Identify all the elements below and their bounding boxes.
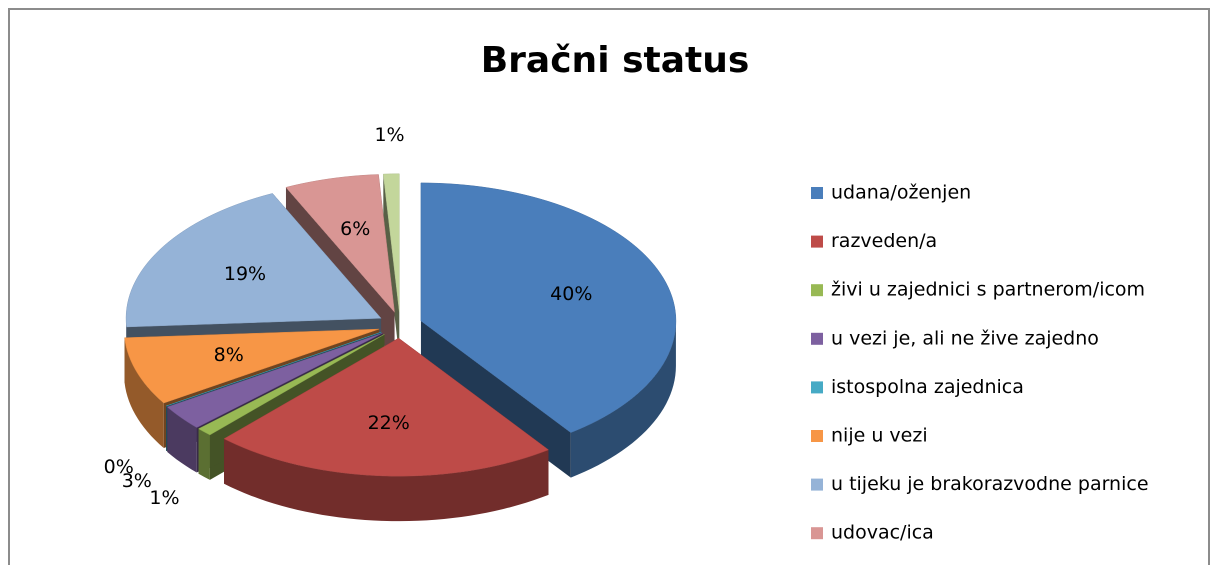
data-label: 6% bbox=[340, 218, 370, 240]
legend-swatch bbox=[811, 332, 823, 345]
slice-wall bbox=[124, 337, 164, 449]
legend-swatch bbox=[811, 235, 823, 248]
legend-label: istospolna zajednica bbox=[831, 376, 1024, 398]
slice bbox=[124, 328, 380, 404]
data-label: 22% bbox=[368, 412, 410, 434]
data-label: 19% bbox=[224, 263, 266, 285]
legend-label: u tijeku je brakorazvodne parnice bbox=[831, 473, 1149, 495]
legend-label: u vezi je, ali ne žive zajedno bbox=[831, 327, 1099, 349]
legend-swatch bbox=[811, 430, 823, 442]
slice bbox=[285, 174, 395, 313]
data-label: 1% bbox=[374, 124, 404, 146]
slice bbox=[125, 193, 382, 328]
data-label: 8% bbox=[214, 344, 244, 366]
data-label: 1% bbox=[149, 487, 179, 509]
slice-side bbox=[383, 174, 400, 357]
legend-swatch bbox=[811, 478, 823, 491]
chart-title: Bračni status bbox=[481, 40, 750, 81]
legend-label: udovac/ica bbox=[831, 522, 934, 544]
legend-label: nije u vezi bbox=[831, 425, 928, 447]
legend-swatch bbox=[811, 527, 823, 540]
slice bbox=[198, 334, 385, 436]
slice-wall bbox=[224, 438, 549, 522]
slice bbox=[383, 173, 400, 312]
slice-wall bbox=[167, 407, 197, 473]
slice bbox=[166, 332, 383, 428]
legend-swatch bbox=[811, 187, 823, 199]
slice-wall bbox=[198, 428, 210, 480]
slice bbox=[420, 182, 677, 433]
slice bbox=[223, 337, 550, 477]
legend-label: razveden/a bbox=[831, 230, 937, 252]
data-label: 40% bbox=[550, 283, 592, 305]
legend-swatch bbox=[811, 381, 823, 394]
data-label: 0% bbox=[104, 456, 134, 478]
legend-swatch bbox=[811, 284, 823, 297]
data-label: 3% bbox=[122, 470, 152, 492]
legend-label: udana/oženjen bbox=[831, 182, 971, 204]
slice-wall bbox=[570, 320, 676, 478]
legend-label: živi u zajednici s partnerom/icom bbox=[831, 279, 1145, 301]
